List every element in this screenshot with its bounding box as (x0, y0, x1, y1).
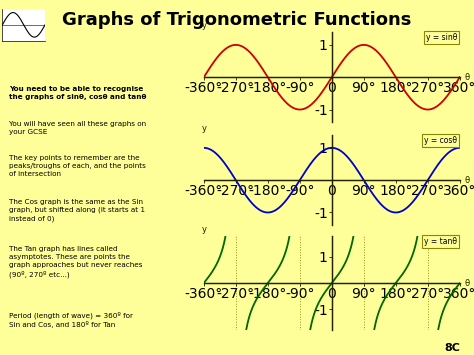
Text: θ: θ (465, 279, 470, 288)
Text: You will have seen all these graphs on
your GCSE: You will have seen all these graphs on y… (9, 121, 146, 135)
Text: The key points to remember are the
peaks/troughs of each, and the points
of inte: The key points to remember are the peaks… (9, 155, 146, 177)
Text: Period (length of wave) = 360º for
Sin and Cos, and 180º for Tan: Period (length of wave) = 360º for Sin a… (9, 311, 133, 328)
Text: y = tanθ: y = tanθ (424, 237, 457, 246)
Text: 8C: 8C (444, 343, 460, 353)
Text: The Tan graph has lines called
asymptotes. These are points the
graph approaches: The Tan graph has lines called asymptote… (9, 246, 142, 278)
Text: y: y (201, 225, 206, 234)
Text: θ: θ (465, 176, 470, 185)
Text: y = cosθ: y = cosθ (424, 136, 457, 145)
Text: y: y (201, 124, 206, 133)
Text: The Cos graph is the same as the Sin
graph, but shifted along (it starts at 1
in: The Cos graph is the same as the Sin gra… (9, 199, 145, 222)
Text: Graphs of Trigonometric Functions: Graphs of Trigonometric Functions (62, 11, 412, 29)
Text: You need to be able to recognise
the graphs of sinθ, cosθ and tanθ: You need to be able to recognise the gra… (9, 86, 146, 100)
Text: y = sinθ: y = sinθ (426, 33, 457, 42)
Text: θ: θ (465, 73, 470, 82)
Text: y: y (201, 21, 206, 30)
